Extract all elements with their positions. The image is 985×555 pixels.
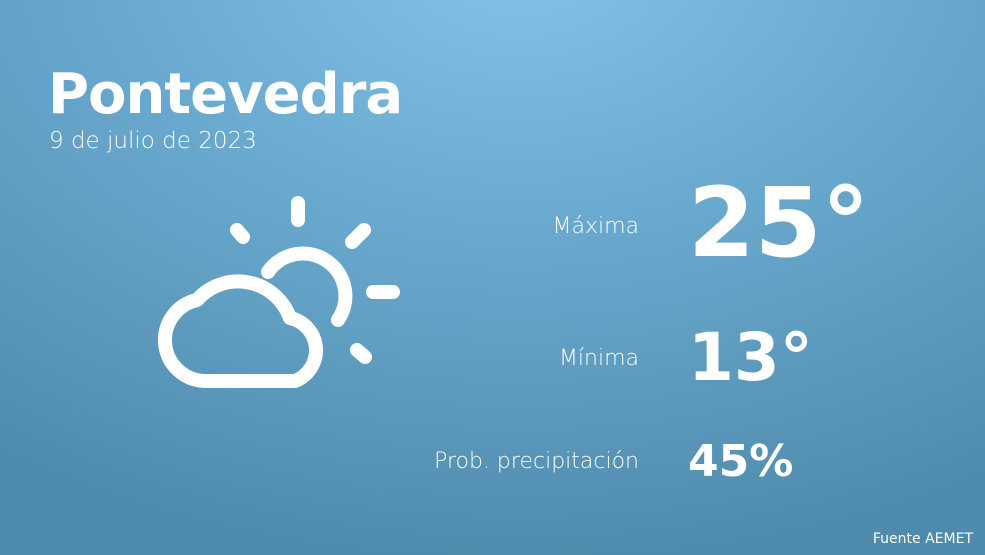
date: 9 de julio de 2023 [49,128,257,154]
min-value: 13° [688,319,813,396]
precip-label: Prob. precipitación [434,449,639,474]
source: Fuente AEMET [872,531,973,547]
max-label: Máxima [552,214,639,239]
max-value: 25° [688,167,870,279]
precip-value: 45% [688,436,794,487]
city-title: Pontevedra [48,62,403,127]
min-label: Mínima [558,346,639,371]
